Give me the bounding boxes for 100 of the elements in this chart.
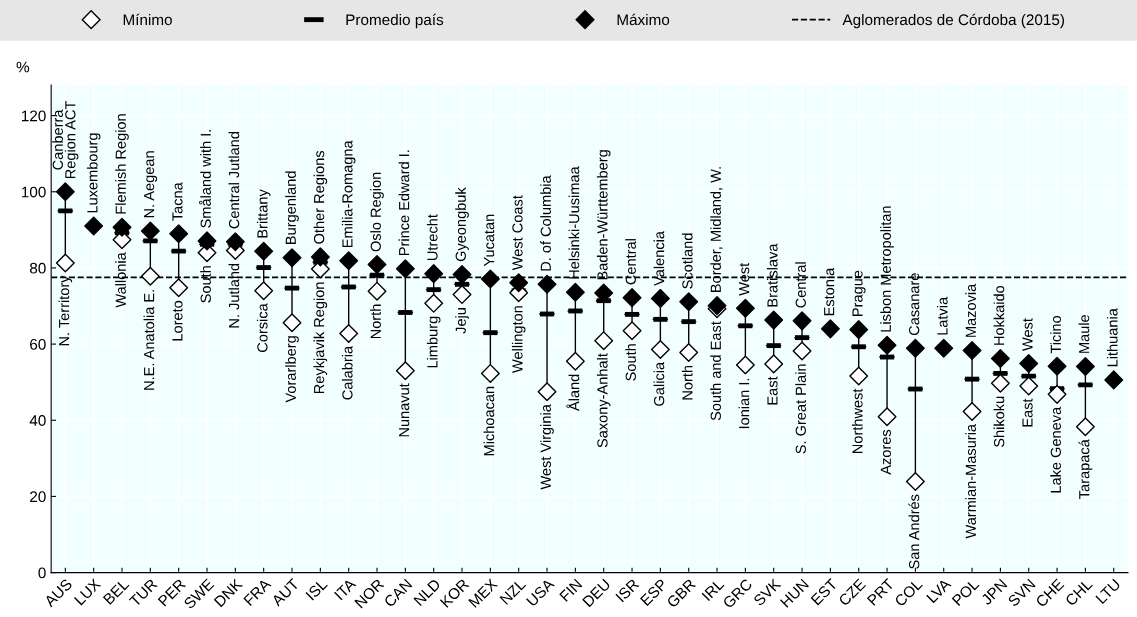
annotation: West Coast [512,195,523,271]
annotation: South [200,266,211,303]
x-tick-label: LVA [926,577,952,604]
point [792,311,812,331]
x-tick-label: ITA [334,577,357,601]
x-tick-label: NZL [499,578,527,605]
point [565,282,585,302]
point [1019,354,1039,373]
annotation: Ticino [1050,315,1061,354]
annotation: East [1022,398,1033,427]
point [140,221,160,241]
point [849,366,869,386]
annotation: Border, Midland, W. [710,167,723,292]
legend-label: Promedio país [346,13,444,29]
annotation: Wellington [511,306,526,373]
point [792,341,812,361]
annotation: Valencia [653,231,665,286]
point [565,351,585,371]
annotation: Calabria [341,345,353,400]
x-tick-label: CHL [1064,578,1093,607]
annotation: Latvia [936,296,948,335]
legend-label: Máximo [617,13,670,26]
x-tick-label: ISR [615,578,640,603]
annotation: West [1022,318,1033,351]
point [537,274,557,294]
annotation: Gyeongbuk [455,187,469,262]
annotation: Maule [1078,314,1090,353]
point [905,338,925,358]
annotation: Casanare [908,273,920,336]
annotation: Azores [880,429,891,475]
point [169,278,189,298]
annotation: South and East [710,321,721,421]
annotation: Saxony-Anhalt [596,353,611,448]
point [962,402,982,421]
x-tick-label: COL [894,578,923,608]
point [764,354,784,374]
point [905,472,925,492]
point [1075,357,1095,377]
point [990,373,1010,393]
annotation: Emilia-Romagna [341,140,356,247]
annotation: Småland with I. [199,130,211,228]
annotation: Scotland [681,233,693,289]
annotation: West [739,262,750,296]
point [424,264,444,284]
annotation: Nunavut [399,383,410,437]
point [849,320,869,340]
point [339,323,359,343]
annotation: Tarapacá [1078,439,1093,499]
annotation: Wallonia [115,252,126,308]
annotation: Galicia [653,361,665,406]
annotation: Corsica [256,303,268,352]
x-tick-label: ISL [305,578,328,601]
point [679,342,699,362]
annotation: N. Territory [58,275,73,346]
point [1047,384,1067,404]
annotation: North [370,304,381,339]
annotation: S. Great Plain [795,364,806,454]
point [140,266,160,286]
point [990,349,1010,369]
y-tick-label: 80 [29,262,46,274]
annotation: D. of Columbia [540,175,551,271]
point [622,321,642,341]
point [679,292,699,312]
point [254,281,274,301]
annotation: Baden-Württemberg [596,150,611,280]
legend-label: Mínimo [123,13,172,26]
annotation: Tacna [172,182,183,221]
annotation: Lithuania [1106,308,1118,367]
x-tick-label: BEL [102,578,130,605]
point [1047,356,1067,376]
point [367,281,387,301]
y-tick-label: 40 [29,415,46,426]
point [112,217,132,237]
point [55,253,75,273]
point [254,241,274,261]
annotation: Vorarlberg [285,336,299,403]
annotation: N. Aegean [144,151,158,218]
annotation: Burgenland [285,171,299,244]
point [877,407,897,427]
y-tick-label: 120 [21,110,46,122]
annotation: Loreto [172,300,183,341]
y-tick-label: 20 [30,491,46,503]
x-tick-label: USA [525,577,555,607]
annotation: Mazovia [965,283,976,337]
annotation: N.E. Anatolia E. [143,290,155,390]
point [537,382,557,402]
point [282,248,302,268]
annotation: Åland [566,374,580,411]
point [1075,417,1095,437]
annotation: N. Jutland [228,263,240,328]
point [84,216,104,236]
x-tick-label: FIN [559,578,583,602]
point [197,231,217,251]
point [962,341,982,361]
annotation: West Virginia [540,404,554,490]
annotation: Central [795,262,806,308]
annotation: Helsinki-Uusimaa [568,166,580,279]
y-tick-label: 0 [38,567,46,579]
annotation: Hokkaido [993,285,1005,345]
annotation: Northwest [851,388,863,454]
